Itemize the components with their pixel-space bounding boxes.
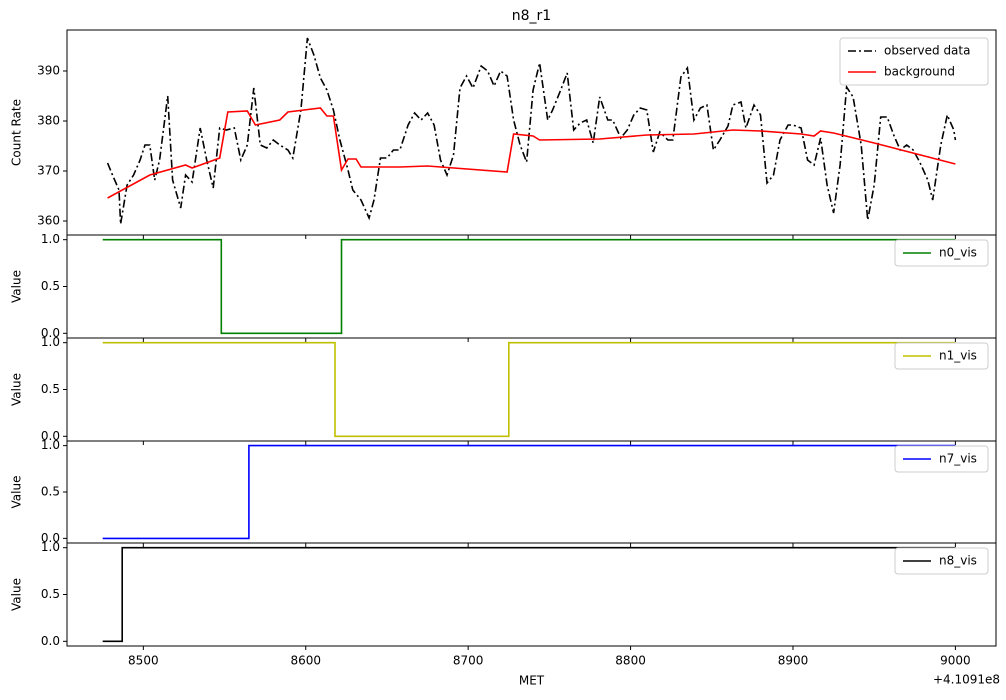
- series-line: [106, 37, 957, 225]
- y-axis-label: Value: [10, 270, 24, 303]
- x-tick-label: 8900: [778, 654, 809, 668]
- series-line: [102, 238, 956, 335]
- legend-box: [894, 342, 989, 370]
- y-tick-label: 0.5: [41, 485, 60, 499]
- legend-box: [839, 37, 989, 86]
- y-tick-label: 1.0: [41, 438, 60, 452]
- x-offset-label: +4.1091e8: [933, 673, 1000, 687]
- y-tick-label: 1.0: [41, 232, 60, 246]
- y-axis-label: Value: [10, 373, 24, 406]
- x-tick-label: 8700: [453, 654, 484, 668]
- y-tick-label: 0.0: [41, 326, 60, 340]
- x-tick-label: 9000: [940, 654, 971, 668]
- y-tick-label: 1.0: [41, 540, 60, 554]
- axes-frame: [66, 440, 997, 544]
- y-tick-label: 0.0: [41, 531, 60, 545]
- legend-box: [894, 547, 989, 575]
- axes-frame: [66, 542, 997, 647]
- y-axis-label: Value: [10, 578, 24, 611]
- y-axis-label: Value: [10, 476, 24, 509]
- legend-label: n1_vis: [939, 349, 977, 363]
- y-tick-label: 0.5: [41, 587, 60, 601]
- legend-label: background: [884, 65, 955, 79]
- series-line: [102, 341, 956, 438]
- legend-label: observed data: [884, 44, 970, 58]
- legend-box: [894, 239, 989, 267]
- y-tick-label: 0.5: [41, 382, 60, 396]
- legend-label: n7_vis: [939, 452, 977, 466]
- series-line: [102, 444, 956, 540]
- legend-box: [894, 445, 989, 473]
- x-axis-label: MET: [519, 674, 545, 688]
- y-tick-label: 370: [37, 164, 60, 178]
- legend-label: n0_vis: [939, 246, 977, 260]
- y-tick-label: 380: [37, 114, 60, 128]
- y-tick-label: 0.0: [41, 634, 60, 648]
- series-line: [107, 107, 956, 199]
- y-tick-label: 0.5: [41, 279, 60, 293]
- x-tick-label: 8500: [128, 654, 159, 668]
- x-tick-label: 8600: [290, 654, 321, 668]
- y-tick-label: 1.0: [41, 335, 60, 349]
- axes-frame: [66, 337, 997, 442]
- legend-label: n8_vis: [939, 554, 977, 568]
- chart-title: n8_r1: [512, 8, 551, 24]
- y-tick-label: 390: [37, 64, 60, 78]
- axes-frame: [66, 234, 997, 339]
- y-axis-label: Count Rate: [10, 99, 24, 166]
- y-tick-label: 0.0: [41, 429, 60, 443]
- x-tick-label: 8800: [615, 654, 646, 668]
- y-tick-label: 360: [37, 214, 60, 228]
- series-line: [102, 546, 956, 643]
